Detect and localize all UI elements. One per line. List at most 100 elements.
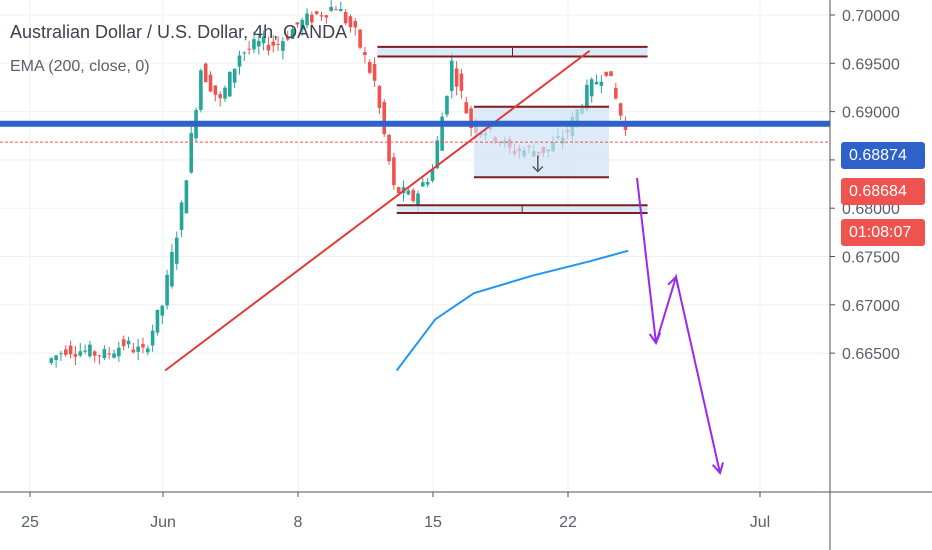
x-tick-label: 15 xyxy=(424,514,442,531)
grid xyxy=(0,0,830,492)
candle-body xyxy=(160,305,165,316)
candle-body xyxy=(372,64,377,81)
candle-body xyxy=(107,353,111,355)
candle-body xyxy=(604,71,608,76)
candle-body xyxy=(411,190,415,201)
candle-body xyxy=(136,346,140,352)
candle-body xyxy=(377,86,382,108)
candle-body xyxy=(589,79,594,97)
candle-body xyxy=(232,68,237,83)
candle-body xyxy=(363,52,367,56)
candle-body xyxy=(247,48,251,50)
candle-body xyxy=(266,44,271,51)
candle-body xyxy=(609,71,613,77)
candle-body xyxy=(421,182,425,187)
candle-body xyxy=(382,102,387,135)
y-tick-label: 0.70000 xyxy=(842,8,900,25)
candle-body xyxy=(92,351,97,356)
candle-body xyxy=(599,81,604,86)
candle-body xyxy=(203,63,208,83)
projection-path xyxy=(636,177,721,474)
price-tag-last: 0.68684 xyxy=(841,178,925,205)
candle-body xyxy=(88,344,92,357)
projection-arrowhead-2 xyxy=(667,275,680,288)
symbol-title: Australian Dollar / U.S. Dollar, 4h, OAN… xyxy=(10,22,348,42)
candle-body xyxy=(396,187,401,194)
time-axis-bg xyxy=(0,492,932,550)
candle-body xyxy=(155,309,160,333)
candle-body xyxy=(290,29,295,39)
candle-body xyxy=(228,71,232,97)
candle-body xyxy=(121,339,126,347)
candle-body xyxy=(618,103,623,116)
x-tick-label: 25 xyxy=(21,514,39,531)
candle-body xyxy=(295,22,300,25)
candle-body xyxy=(117,347,121,357)
candle-body xyxy=(165,274,169,306)
x-tick-label: Jun xyxy=(150,514,176,531)
candle-body xyxy=(469,108,473,129)
candle-body xyxy=(324,15,329,18)
candle-body xyxy=(416,193,420,206)
candle-body xyxy=(213,85,218,95)
candle-body xyxy=(150,330,155,346)
candle-body xyxy=(141,344,145,348)
candle-body xyxy=(585,84,589,110)
candle-body xyxy=(218,94,222,99)
candle-body xyxy=(170,251,174,287)
candle-body xyxy=(199,70,203,110)
price-axis-bg xyxy=(830,0,932,550)
y-tick-label: 0.67500 xyxy=(842,250,900,267)
candle-body xyxy=(310,14,314,23)
candle-body xyxy=(54,355,58,361)
countdown-tag: 01:08:07 xyxy=(841,219,925,246)
candle-body xyxy=(440,116,444,151)
projection-arrowhead-3 xyxy=(711,462,724,476)
candle-body xyxy=(430,169,435,181)
candle-body xyxy=(83,350,87,352)
candle-body xyxy=(59,353,63,355)
candle-body xyxy=(387,134,391,162)
trendline xyxy=(164,49,591,372)
candle-body xyxy=(319,15,324,17)
candle-body xyxy=(97,355,102,357)
x-tick-label: 8 xyxy=(294,514,303,531)
candle-body xyxy=(78,351,83,356)
candle-body xyxy=(343,12,348,24)
x-tick-label: 22 xyxy=(559,514,577,531)
range-arrow xyxy=(532,155,544,173)
candle-body xyxy=(281,41,285,51)
candle-body xyxy=(184,180,189,214)
candle-body xyxy=(454,68,459,87)
candle-body xyxy=(459,73,464,91)
x-tick-label: Jul xyxy=(750,514,770,531)
candle-body xyxy=(425,182,430,185)
candle-body xyxy=(334,9,338,11)
y-tick-label: 0.66500 xyxy=(842,346,900,363)
projection-arrowhead-1 xyxy=(648,332,662,346)
candle-body xyxy=(449,60,454,91)
candle-body xyxy=(339,9,343,12)
candle-body xyxy=(223,87,227,99)
candle-body xyxy=(146,348,150,353)
drawings-layer xyxy=(0,45,830,476)
candle-body xyxy=(252,39,256,50)
candle-body xyxy=(68,345,73,355)
candle-body xyxy=(49,358,54,363)
ema-200-line xyxy=(395,249,629,372)
candle-body xyxy=(305,13,309,26)
y-tick-label: 0.69000 xyxy=(842,105,900,122)
candle-body xyxy=(285,36,290,40)
candle-body xyxy=(329,6,333,11)
candle-body xyxy=(358,29,362,48)
candle-body xyxy=(406,190,411,195)
candle-body xyxy=(353,21,358,28)
candle-body xyxy=(367,61,372,73)
ema-line-layer xyxy=(395,249,629,372)
candle-body xyxy=(237,55,242,67)
candle-body xyxy=(392,157,396,186)
candle-body xyxy=(300,19,304,30)
